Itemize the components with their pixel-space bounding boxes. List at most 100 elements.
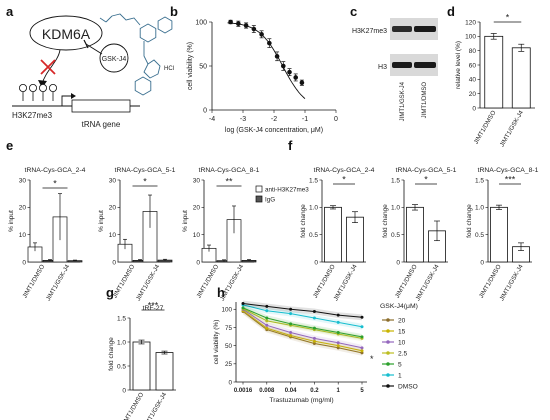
category-label: JIMT1/GSK-J4 [219,263,246,302]
band [392,62,412,68]
series-point [336,346,340,350]
y-axis-label: fold change [300,204,307,238]
category-label: JIMT1/DMSO [394,263,419,299]
series-point [289,333,293,337]
y-tick-label: 50 [199,64,207,71]
significance-star: * [53,179,57,189]
y-tick-label: 100 [465,34,476,41]
x-tick-label: 0.2 [310,388,319,394]
category-label: JIMT1/GSK-J4 [499,109,526,148]
methyl-circle-icon [18,84,27,93]
series-point [360,351,364,355]
series-point [241,306,245,310]
bar [155,352,174,391]
panel-f1-chart: 0 0.5 1.0 1.5 fold change tRNA-Cys-GCA_2-4 JIM… [300,167,375,302]
panel-d-chart: 0 20 40 60 80 100 120 relative level (%) JIMT1/D… [455,13,535,148]
panel-g-chart: 0 0.5 1.0 1.5 fold change tRF-27 JIMT1/DMSOJIM… [108,301,176,420]
bar [484,35,504,109]
category-label: JIMT1/DMSO [120,391,145,420]
trna-gene-box [71,99,131,113]
x-axis-label: Trastuzumab (mg/ml) [269,397,333,404]
series-point [289,307,293,311]
category-label: JIMT1/GSK-J4 [135,263,162,302]
pyrimidine-ring-icon [139,23,157,43]
data-point [243,23,249,28]
legend-swatch-anti-h3k27me3 [255,185,263,193]
y-axis-label: % input [8,210,15,232]
band [414,26,436,32]
legend-label: 20 [398,317,406,324]
series-point [360,315,364,319]
y-tick-label: 10 [193,232,201,239]
y-tick-label: 0.5 [475,232,484,239]
y-tick-label: 0 [472,105,476,112]
legend-h: GSK-J4(μM) 20 15 10 2.5 5 1 DMSO [380,303,418,390]
x-tick-label: -1 [302,116,308,123]
x-tick-label: 0.04 [285,388,297,394]
significance-star: * [370,354,374,364]
panel-label-a: a [6,4,14,19]
promoter-head-icon [71,93,76,99]
series-point [360,349,364,353]
methyl-circle-icon [49,84,58,93]
legend-title: GSK-J4(μM) [380,303,418,310]
legend-marker [386,351,390,355]
panel-label-b: b [170,4,178,19]
y-tick-label: 0 [480,259,484,266]
band [392,26,412,32]
series-point [312,341,316,345]
significance-star: * [143,177,147,187]
h3k27me3-label: H3K27me3 [12,111,53,120]
bar [406,206,424,263]
category-label: JIMT1/DMSO [111,263,136,299]
benzene-ring-icon [134,76,152,96]
legend-label: IgG [265,197,275,204]
series-point [312,336,316,340]
y-axis-label: cell viability (%) [213,320,220,365]
series-line [242,303,363,318]
category-label: JIMT1/DMSO [473,109,498,145]
y-tick-label: 0 [314,259,318,266]
y-tick-label: 0 [22,259,26,266]
significance-star: * [342,175,346,185]
y-tick-label: 1.0 [475,205,484,212]
series-line [242,308,363,339]
data-point [259,32,264,37]
panel-b-chart: -4 -3 -2 -1 0 0 50 100 log (GSK-J4 concentration… [187,20,338,135]
panel-label-g: g [106,285,114,300]
series-point [312,309,316,313]
y-tick-label: 30 [193,177,201,184]
panel-label-d: d [447,4,455,19]
category-label: JIMT1/DMSO [478,263,503,299]
x-axis-label: log (GSK-J4 concentration, μM) [225,127,323,134]
legend-marker [386,318,390,322]
bar [346,216,364,263]
y-tick-label: 60 [469,62,477,69]
y-tick-label: 0 [203,108,207,115]
y-tick-label: 100 [195,20,207,27]
trna-gene-label: tRNA gene [82,120,121,129]
legend-marker [386,329,390,333]
legend-label: anti-H3K27me3 [265,187,309,194]
data-point [228,19,233,25]
y-tick-label: 20 [109,205,117,212]
series-band [243,305,362,342]
y-axis-label: fold change [108,337,115,371]
y-tick-label: 0 [396,259,400,266]
series-point [265,326,269,330]
inhibitor-bar-icon [83,39,89,49]
bar [490,206,508,263]
y-axis-label: fold change [382,204,389,238]
y-tick-label: 1.0 [117,339,126,346]
x-tick-label: -2 [271,116,277,123]
series-point [241,301,245,305]
y-tick-label: 1.5 [475,177,484,184]
y-tick-label: 10 [19,232,27,239]
y-tick-label: 0 [112,259,116,266]
panel-f3-chart: 0 0.5 1.0 1.5 fold change tRNA-Cys-GCA_8-1 JIM… [466,167,539,302]
series-point [265,309,269,313]
series-point [360,346,364,350]
legend-marker [386,384,390,388]
legend-marker [386,362,390,366]
